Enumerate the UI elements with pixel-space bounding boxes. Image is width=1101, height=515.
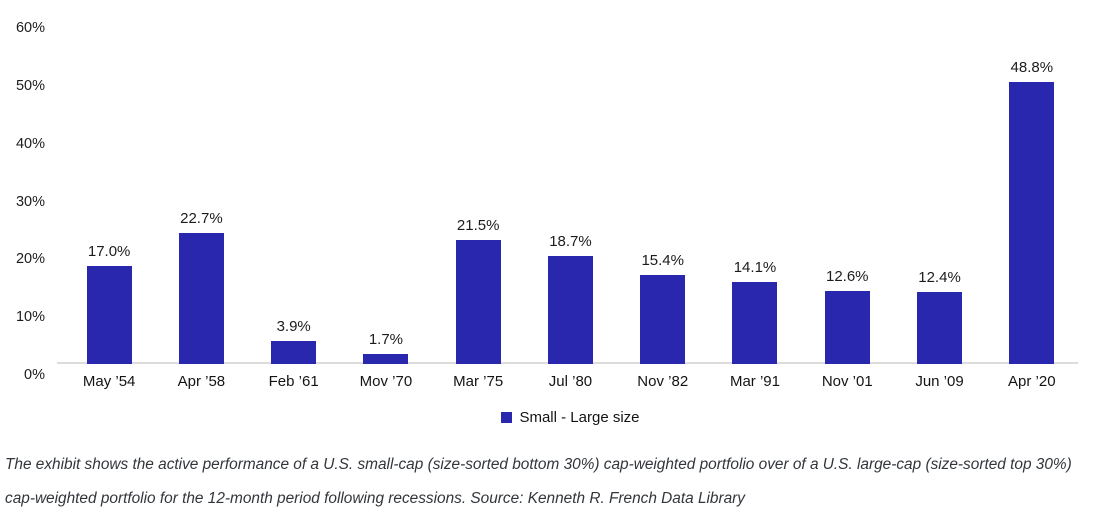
bar-value-label: 22.7%	[180, 209, 223, 227]
bar	[271, 341, 317, 364]
bar	[363, 354, 409, 364]
bar-slot: 18.7%	[524, 17, 616, 364]
bar	[547, 255, 593, 364]
bar-slot: 1.7%	[340, 17, 432, 364]
x-axis-labels: May ’54 Apr ’58 Feb ’61 Mov ’70 Mar ’75 Jul ’…	[63, 364, 1078, 390]
bar	[86, 265, 132, 364]
bar-series: 17.0% 22.7% 3.9% 1.7% 21.5% 18.7% 15.4% 14.1% 12…	[63, 17, 1078, 364]
x-tick-label: Mov ’70	[359, 373, 413, 390]
bar-value-label: 48.8%	[1010, 58, 1054, 76]
bar	[640, 274, 686, 364]
plot-area: 17.0% 22.7% 3.9% 1.7% 21.5% 18.7% 15.4% 14.1% 12…	[57, 17, 1078, 364]
bar-slot: 15.4%	[617, 17, 709, 364]
bar	[824, 291, 870, 364]
y-tick-label: 0%	[24, 367, 45, 383]
bar-slot: 12.4%	[893, 17, 985, 364]
bar-slot: 48.8%	[986, 17, 1078, 364]
bar-value-label: 21.5%	[456, 216, 500, 234]
x-tick-label: Jul ’80	[548, 373, 593, 390]
x-tick-label: Nov ’82	[637, 373, 689, 390]
x-tick-label: May ’54	[82, 373, 136, 390]
x-tick-label: Feb ’61	[268, 373, 319, 390]
bar-value-label: 12.6%	[825, 268, 869, 286]
x-tick-label: Jun ’09	[915, 373, 964, 390]
bar	[178, 232, 224, 364]
legend-swatch-icon	[501, 412, 513, 423]
bar-value-label: 15.4%	[641, 251, 684, 269]
bar-value-label: 3.9%	[276, 318, 311, 336]
caption: The exhibit shows the active performance…	[5, 456, 1072, 507]
bar	[732, 282, 778, 364]
x-tick-label: Mar ’75	[453, 373, 504, 390]
y-tick-label: 30%	[15, 193, 45, 210]
y-tick-label: 50%	[15, 77, 45, 94]
x-tick-label: Mar ’91	[729, 373, 780, 390]
bar	[455, 239, 501, 364]
bar-value-label: 14.1%	[733, 259, 777, 277]
bar-value-label: 12.4%	[918, 269, 961, 287]
bar	[1009, 81, 1055, 364]
y-tick-label: 60%	[15, 20, 45, 36]
bar-value-label: 1.7%	[368, 331, 404, 349]
bar-slot: 14.1%	[709, 17, 801, 364]
bar-chart: 0% 10% 20% 30% 40% 50% 60% 17.0% 22.7% 3.9% 1.7% 2…	[0, 17, 1101, 426]
bar-value-label: 17.0%	[87, 242, 131, 260]
bar-slot: 22.7%	[155, 17, 247, 364]
x-tick-label: Nov ’01	[821, 373, 873, 390]
y-tick-label: 20%	[15, 251, 45, 268]
legend-label: Small - Large size	[519, 409, 640, 426]
x-tick-label: Apr ’20	[1008, 373, 1056, 390]
bar-slot: 3.9%	[248, 17, 340, 364]
y-tick-label: 10%	[15, 309, 45, 326]
bar-slot: 21.5%	[432, 17, 524, 364]
y-axis: 0% 10% 20% 30% 40% 50% 60%	[0, 20, 45, 383]
bar-slot: 17.0%	[63, 17, 155, 364]
bar-value-label: 18.7%	[549, 232, 592, 250]
y-tick-label: 40%	[15, 135, 45, 152]
legend: Small - Large size	[63, 390, 1078, 426]
bar-slot: 12.6%	[801, 17, 893, 364]
bar	[917, 292, 963, 364]
x-tick-label: Apr ’58	[177, 373, 226, 390]
